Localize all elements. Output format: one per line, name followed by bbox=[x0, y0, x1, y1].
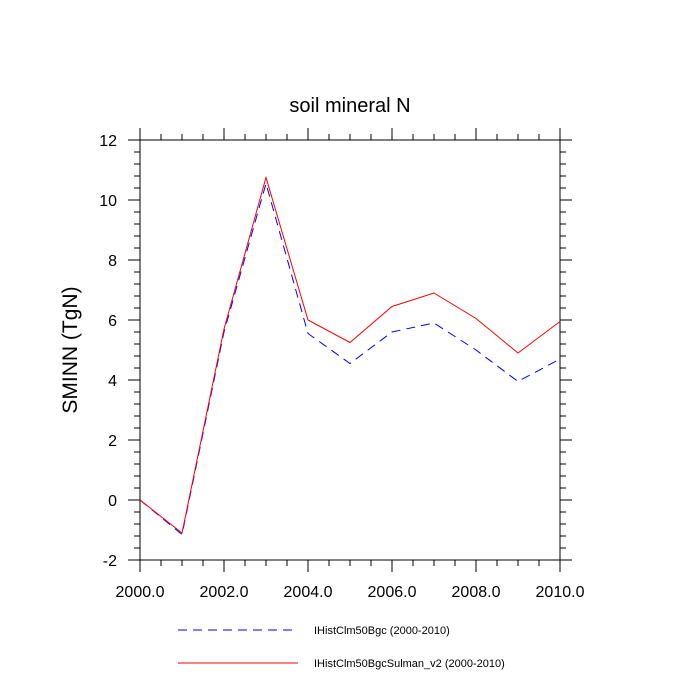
legend-label: IHistClm50BgcSulman_v2 (2000-2010) bbox=[314, 658, 505, 670]
y-tick-label: 2 bbox=[108, 433, 117, 450]
chart-title: soil mineral N bbox=[289, 95, 410, 117]
y-tick-label: 8 bbox=[108, 253, 117, 270]
legend: IHistClm50Bgc (2000-2010) IHistClm50BgcSu… bbox=[178, 625, 505, 670]
y-tick-label: -2 bbox=[103, 553, 117, 570]
y-axis-label: SMINN (TgN) bbox=[59, 286, 82, 413]
x-tick-label: 2010.0 bbox=[536, 584, 585, 601]
legend-label: IHistClm50Bgc (2000-2010) bbox=[314, 625, 450, 637]
y-tick-label: 10 bbox=[99, 193, 117, 210]
x-tick-label: 2008.0 bbox=[452, 584, 501, 601]
y-tick-label: 4 bbox=[108, 373, 117, 390]
series-line-2 bbox=[139, 175, 561, 534]
x-tick-label: 2004.0 bbox=[284, 584, 333, 601]
axis-ticks: 2000.0 2002.0 2004.0 2006.0 2008.0 2010.0 -2 0 2… bbox=[99, 128, 585, 601]
plot-frame bbox=[139, 139, 561, 561]
x-tick-label: 2002.0 bbox=[200, 584, 249, 601]
y-tick-label: 0 bbox=[108, 493, 117, 510]
x-tick-label: 2000.0 bbox=[116, 584, 165, 601]
x-tick-label: 2006.0 bbox=[368, 584, 417, 601]
y-tick-label: 6 bbox=[108, 313, 117, 330]
series-lines bbox=[139, 175, 561, 536]
y-tick-label: 12 bbox=[99, 133, 117, 150]
series-line-1 bbox=[139, 181, 561, 536]
